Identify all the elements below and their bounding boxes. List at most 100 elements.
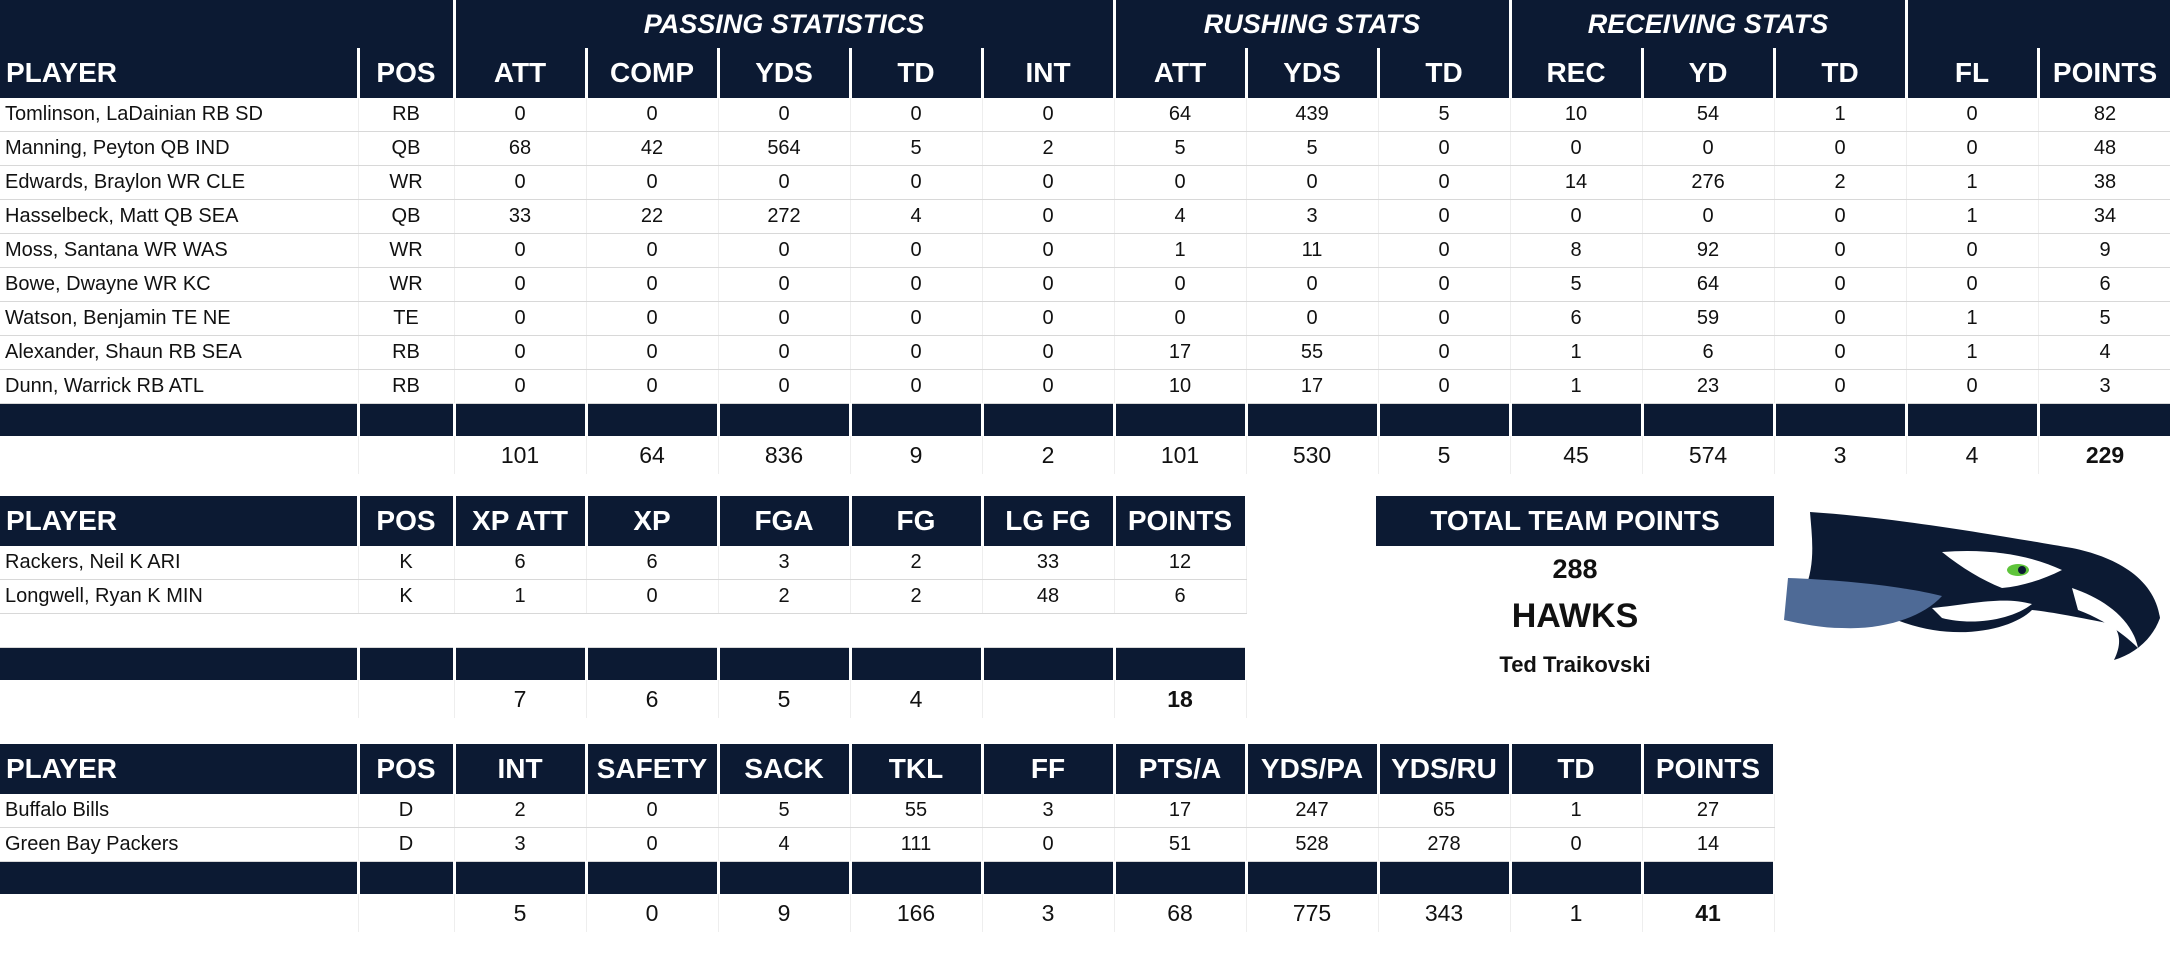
stat-cell: 1: [1510, 369, 1643, 404]
group-receiving-stats: RECEIVING STATS: [1510, 0, 1908, 48]
separator-cell: [454, 647, 588, 680]
offense-group-header-row: PASSING STATISTICS RUSHING STATS RECEIVI…: [0, 0, 2170, 48]
separator-cell: [0, 861, 360, 894]
separator-cell: [718, 861, 852, 894]
stat-cell: RB: [358, 335, 455, 370]
group-passing-statistics: PASSING STATISTICS: [454, 0, 1116, 48]
stat-cell: 9: [2038, 233, 2170, 268]
stat-cell: 33: [454, 199, 587, 234]
total-cell: [358, 436, 455, 474]
table-row: Alexander, Shaun RB SEA RB 0 0 0 0 0 17 55 0 1 6 0 1 4: [0, 335, 2170, 370]
stat-cell: K: [358, 579, 455, 614]
stat-cell: 59: [1642, 301, 1775, 336]
stat-cell: 0: [1774, 301, 1907, 336]
stat-cell: 12: [1114, 546, 1247, 580]
separator-cell: [1510, 403, 1644, 436]
stat-cell: 1: [1114, 233, 1247, 268]
stat-cell: 0: [1774, 233, 1907, 268]
stat-cell: 3: [718, 546, 851, 580]
column-header: FF: [982, 744, 1116, 794]
stat-cell: 6: [1642, 335, 1775, 370]
separator-cell: [1114, 861, 1248, 894]
column-header: TD: [1378, 48, 1512, 98]
column-header: FGA: [718, 496, 852, 546]
player-name-cell: Alexander, Shaun RB SEA: [0, 335, 359, 370]
stat-cell: 0: [454, 267, 587, 302]
stat-cell: 8: [1510, 233, 1643, 268]
stat-cell: RB: [358, 369, 455, 404]
stat-cell: 3: [454, 827, 587, 862]
stat-cell: 1: [1906, 165, 2039, 200]
stat-cell: 5: [1378, 98, 1511, 132]
stat-cell: 92: [1642, 233, 1775, 268]
stat-cell: WR: [358, 267, 455, 302]
table-row: Bowe, Dwayne WR KC WR 0 0 0 0 0 0 0 0 5 64 0 0 6: [0, 267, 2170, 302]
column-header: XP ATT: [454, 496, 588, 546]
table-row: Green Bay Packers D 3 0 4 111 0 51 528 278 0 14: [0, 827, 1775, 862]
stat-cell: 0: [1642, 131, 1775, 166]
separator-cell: [1246, 861, 1380, 894]
stat-cell: 0: [1114, 301, 1247, 336]
stat-cell: 0: [982, 199, 1115, 234]
column-header: PLAYER: [0, 48, 360, 98]
stat-cell: 10: [1510, 98, 1643, 132]
player-name-cell: Edwards, Braylon WR CLE: [0, 165, 359, 200]
total-cell: 4: [1906, 436, 2039, 474]
stat-cell: 0: [850, 301, 983, 336]
separator-cell: [850, 861, 984, 894]
stat-cell: 1: [1906, 301, 2039, 336]
stat-cell: WR: [358, 165, 455, 200]
separator-cell: [1114, 403, 1248, 436]
column-header: YDS/RU: [1378, 744, 1512, 794]
separator-cell: [1378, 403, 1512, 436]
stat-cell: 0: [982, 267, 1115, 302]
table-row: Buffalo Bills D 2 0 5 55 3 17 247 65 1 27: [0, 794, 1775, 828]
stat-cell: 5: [718, 794, 851, 828]
separator-cell: [0, 647, 360, 680]
column-header: YDS: [1246, 48, 1380, 98]
stat-cell: 0: [718, 335, 851, 370]
totals-row: 101 64 836 9 2 101 530 5 45 574 3 4 229: [0, 436, 2170, 474]
total-cell: 166: [850, 894, 983, 932]
separator-cell: [718, 403, 852, 436]
stat-cell: 2: [850, 546, 983, 580]
stat-cell: 0: [982, 98, 1115, 132]
stat-cell: 0: [1510, 827, 1643, 862]
column-header: YDS/PA: [1246, 744, 1380, 794]
player-name-cell: Rackers, Neil K ARI: [0, 546, 359, 580]
total-cell: 836: [718, 436, 851, 474]
stat-cell: 2: [454, 794, 587, 828]
stat-cell: 4: [850, 199, 983, 234]
stat-cell: 0: [1906, 233, 2039, 268]
total-team-points-header: TOTAL TEAM POINTS: [1376, 496, 1774, 546]
stat-cell: QB: [358, 131, 455, 166]
stat-cell: 0: [1378, 335, 1511, 370]
total-team-points-value: 288: [1552, 554, 1598, 584]
separator-cell: [718, 647, 852, 680]
stat-cell: 0: [454, 301, 587, 336]
stat-cell: 3: [1246, 199, 1379, 234]
stat-cell: 6: [1510, 301, 1643, 336]
player-name-cell: Manning, Peyton QB IND: [0, 131, 359, 166]
stat-cell: 0: [850, 165, 983, 200]
total-cell: 1: [1510, 894, 1643, 932]
stat-cell: 0: [1906, 267, 2039, 302]
column-header: POS: [358, 48, 456, 98]
separator-cell: [1114, 647, 1248, 680]
column-header: INT: [982, 48, 1116, 98]
total-cell: 3: [982, 894, 1115, 932]
stat-cell: 0: [586, 827, 719, 862]
separator-cell: [1642, 861, 1776, 894]
stat-cell: 0: [718, 301, 851, 336]
group-blank: [1906, 0, 2170, 48]
stat-cell: 0: [586, 794, 719, 828]
stat-cell: 0: [850, 98, 983, 132]
total-cell: 9: [850, 436, 983, 474]
stat-cell: 1: [1774, 98, 1907, 132]
total-cell: [0, 436, 359, 474]
separator-cell: [454, 403, 588, 436]
stat-cell: 48: [982, 579, 1115, 614]
column-header: YD: [1642, 48, 1776, 98]
stat-cell: 68: [454, 131, 587, 166]
stat-cell: 0: [1774, 335, 1907, 370]
